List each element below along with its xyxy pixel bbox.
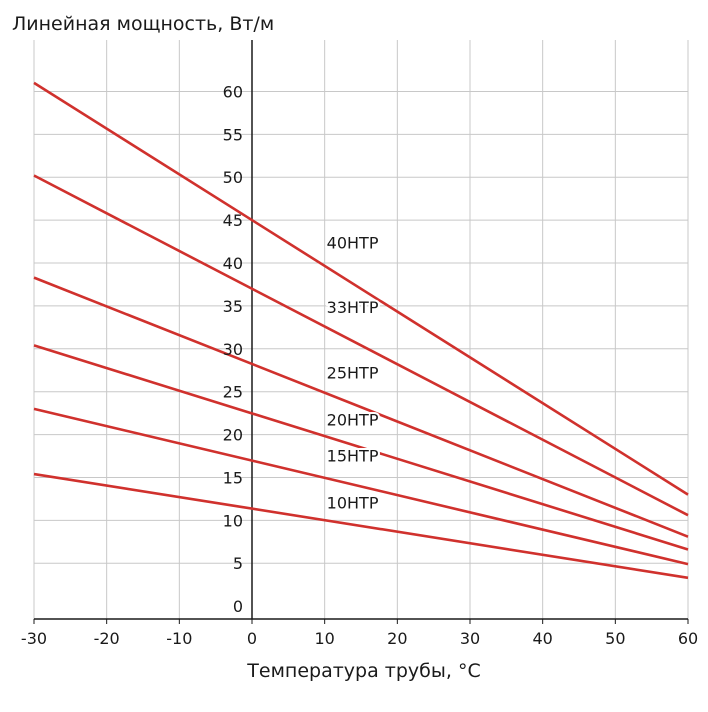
- series-label: 15НТР: [327, 446, 379, 465]
- x-axis-label: Температура трубы, °C: [246, 660, 480, 682]
- x-tick-label: 50: [605, 629, 625, 648]
- x-tick-label: -20: [94, 629, 120, 648]
- series-line: [33, 174, 689, 517]
- series-line: [33, 276, 689, 538]
- x-tick-label: 60: [678, 629, 698, 648]
- series-line: [33, 472, 689, 580]
- x-tick-label: 10: [314, 629, 334, 648]
- y-tick-label: 35: [223, 297, 243, 316]
- y-tick-label: 45: [223, 211, 243, 230]
- y-tick-label: 50: [223, 168, 243, 187]
- y-tick-label: 5: [233, 554, 243, 573]
- series-labels: 40НТР40НТР33НТР33НТР25НТР25НТР20НТР20НТР…: [325, 232, 381, 515]
- series-label: 20НТР: [327, 410, 379, 429]
- series-line: [33, 81, 689, 496]
- y-axis-label: Линейная мощность, Вт/м: [12, 13, 274, 35]
- series-line: [33, 344, 689, 551]
- series-lines: [33, 81, 689, 580]
- y-tick-label: 15: [223, 468, 243, 487]
- y-tick-labels: 0 5 10 15 20 25 30 35 40 45 50 55 60: [223, 82, 243, 616]
- y-tick-label: 40: [223, 254, 243, 273]
- series-line: [33, 407, 689, 566]
- series-label-halo: 20НТР: [327, 410, 379, 429]
- series-label-halo: 25НТР: [327, 363, 379, 382]
- series-label: 10НТР: [327, 494, 379, 513]
- series-label: 25НТР: [327, 363, 379, 382]
- x-tick-label: 30: [460, 629, 480, 648]
- series-label-halo: 10НТР: [327, 494, 379, 513]
- y-tick-label: 0: [233, 597, 243, 616]
- y-tick-label: 10: [223, 511, 243, 530]
- y-tick-label: 25: [223, 383, 243, 402]
- series-label: 33НТР: [327, 298, 379, 317]
- y-tick-label: 30: [223, 340, 243, 359]
- x-tick-label: -30: [21, 629, 47, 648]
- x-tick-labels: -30 -20 -10 0 10 20 30 40 50 60: [21, 619, 698, 648]
- series-label: 40НТР: [327, 234, 379, 253]
- grid: [33, 40, 689, 620]
- y-tick-label: 55: [223, 125, 243, 144]
- x-tick-label: 20: [387, 629, 407, 648]
- y-tick-label: 20: [223, 426, 243, 445]
- series-label-halo: 40НТР: [327, 234, 379, 253]
- y-tick-label: 60: [223, 82, 243, 101]
- series-label-halo: 15НТР: [327, 446, 379, 465]
- x-tick-label: 40: [532, 629, 552, 648]
- series-label-halo: 33НТР: [327, 298, 379, 317]
- x-tick-label: -10: [166, 629, 192, 648]
- x-tick-label: 0: [247, 629, 257, 648]
